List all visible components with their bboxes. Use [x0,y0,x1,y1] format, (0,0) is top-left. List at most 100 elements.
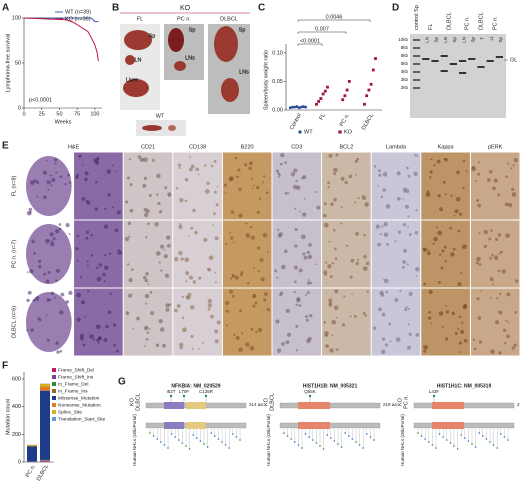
bar-segment [40,383,50,387]
ladder-label: 6kb [401,53,409,58]
tissue [26,156,72,216]
cell [238,213,243,218]
cell [334,247,337,251]
cell [104,207,107,211]
cell [223,183,227,187]
cell [254,301,258,305]
cell [75,247,79,251]
y-axis-label: Spleen/body weight ratio [263,50,269,110]
cell [426,251,431,256]
cell [105,324,109,329]
cell [55,279,58,282]
column-header: BCL2 [340,144,354,150]
domain [164,402,184,409]
cell [233,333,236,337]
lane-label: Sp [470,37,475,43]
cell [84,177,88,182]
x-tick-label: 75 [74,111,80,117]
cell [377,184,380,187]
lollipop [489,441,491,443]
domain [432,422,464,429]
cell [323,320,327,324]
cell [144,345,146,347]
survival-line [24,17,99,23]
legend-label: KO [344,129,353,135]
legend-label: Splice_Site [58,409,82,415]
mutation-label: Q55K [304,389,316,394]
legend-label: WT [304,129,313,135]
cell [340,222,343,225]
cell [252,293,257,298]
cell [56,350,60,354]
point [321,92,325,96]
cell [30,328,34,332]
cell [476,297,480,301]
cell [46,338,50,342]
organ [214,26,238,62]
group-label: DLBCL [220,16,238,22]
cell [245,233,251,238]
lollipop [373,439,375,441]
y-tick-label: 0 [18,459,21,465]
group-label: PC n. [177,16,191,22]
cell [260,277,265,282]
cell [187,292,192,297]
y-tick-label: 400 [12,404,21,410]
cell [76,259,79,262]
cell [413,171,418,177]
cell [230,210,235,214]
cell [427,249,430,252]
cell [327,181,330,185]
point [341,98,345,102]
cell [309,281,313,285]
x-tick-label: FL [319,113,327,122]
cell [143,157,148,163]
cell [76,292,81,298]
cell [47,188,50,191]
micrograph [322,288,371,356]
column-header: CD138 [189,144,206,150]
lollipop [500,433,502,435]
ladder-label: 4kb [401,69,409,74]
bar-segment [40,460,50,461]
cell [160,244,165,249]
cell [300,234,306,240]
cell [377,169,381,173]
cell [408,332,412,336]
cell [451,311,455,316]
cell [266,308,271,312]
cell [81,164,84,167]
cell [37,296,39,299]
cell [490,349,495,354]
cell [147,222,150,226]
micrograph [222,220,272,288]
cell [251,177,253,180]
cell [489,277,494,282]
bar-segment [40,386,50,391]
y-tick-label: 100 [12,15,21,21]
cell [58,227,62,231]
group: PC n. [403,395,409,409]
p-value: 0.007 [315,26,329,32]
cell [192,208,196,213]
cell [128,293,133,298]
cell [298,268,303,273]
cell [489,256,492,260]
row-label: FL (n=8) [11,175,17,196]
cell [238,347,243,353]
cell [322,213,327,218]
cell [54,229,60,234]
ladder-label: 3kb [401,77,409,82]
cell [365,261,370,266]
cell [216,186,219,188]
survival-line [23,17,99,62]
legend-swatch [52,382,56,386]
cell [307,336,312,341]
cell [507,162,510,165]
column-header: CD3 [291,144,302,150]
cell [143,207,148,212]
cell [349,315,352,318]
cell [443,245,447,249]
mutation-label: C135R [199,389,214,394]
y-tick-label: 600 [12,376,21,382]
